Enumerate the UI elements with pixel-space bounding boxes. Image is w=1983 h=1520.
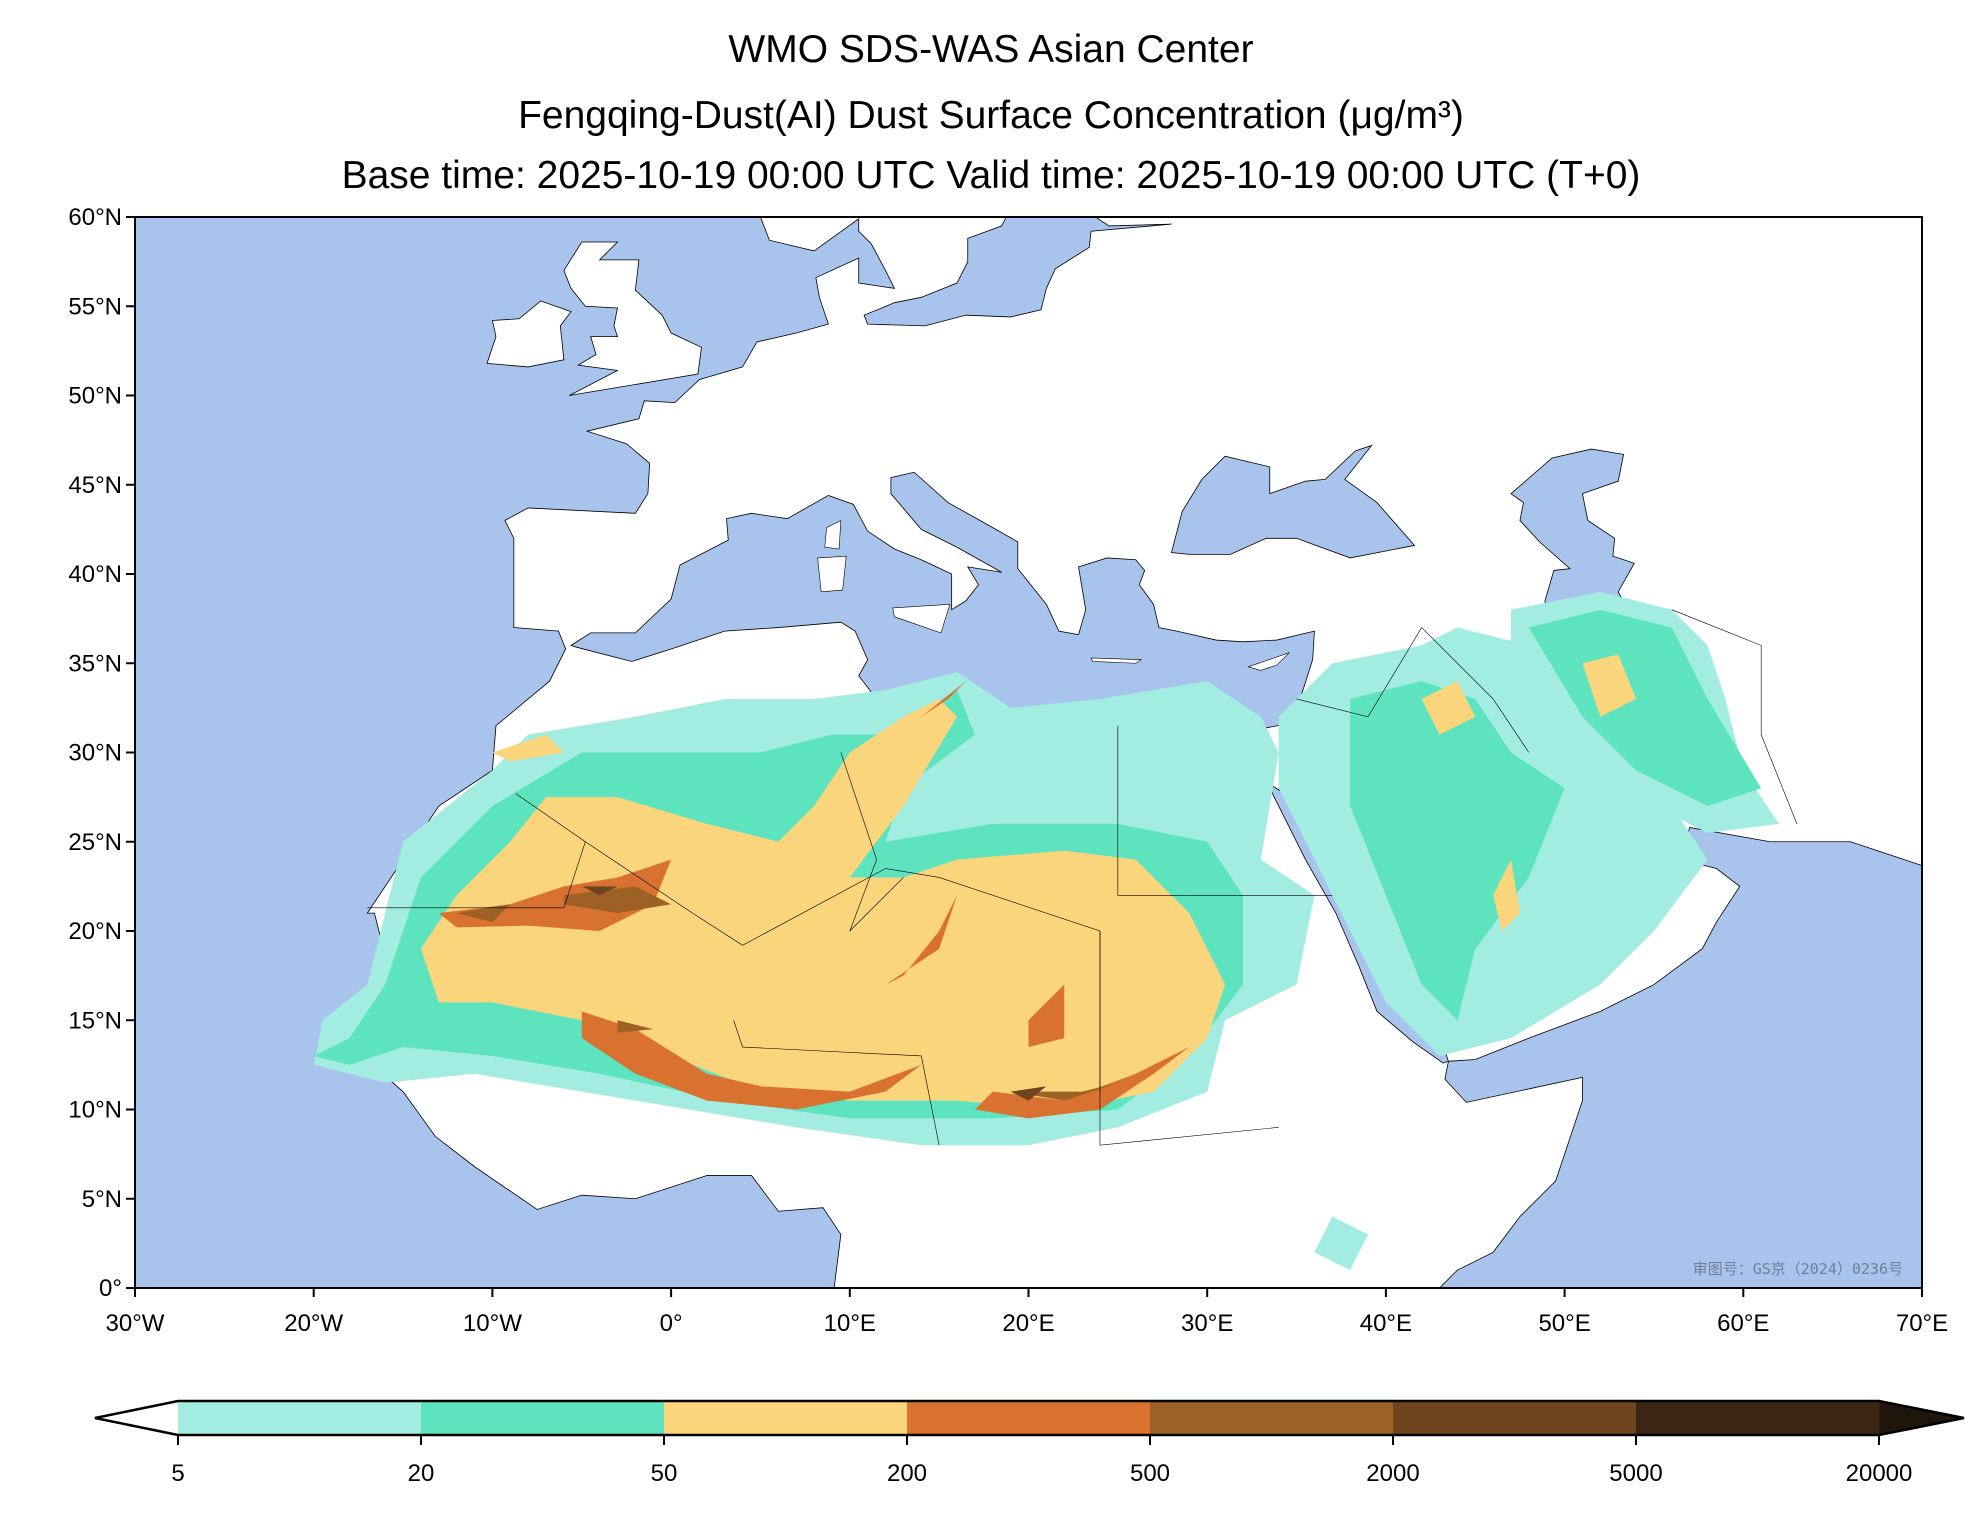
lat-tick-label: 60°N — [68, 204, 122, 231]
colorbar-segment — [1393, 1401, 1637, 1435]
lat-tick-label: 45°N — [68, 472, 122, 499]
map-approval-watermark: 审图号：GS京（2024）0236号 — [1693, 1260, 1903, 1278]
lat-tick-label: 15°N — [68, 1007, 122, 1034]
cyprus — [1248, 653, 1289, 671]
map-area[interactable]: 审图号：GS京（2024）0236号 — [135, 208, 1958, 1306]
colorbar: 5 20 50 200 500 2000 5000 20000 — [94, 1399, 1965, 1487]
colorbar-tick-label: 5000 — [1609, 1460, 1662, 1487]
colorbar-tick-label: 20000 — [1846, 1460, 1913, 1487]
lat-tick-label: 50°N — [68, 383, 122, 410]
country-borders — [367, 610, 1797, 1145]
islands — [818, 520, 1290, 670]
lon-tick-label: 70°E — [1896, 1310, 1948, 1337]
colorbar-under-extension — [95, 1401, 178, 1435]
sicily — [893, 604, 950, 633]
colorbar-tick-label: 200 — [887, 1460, 927, 1487]
colorbar-tick-label: 20 — [408, 1460, 435, 1487]
crete — [1091, 658, 1141, 663]
lon-tick-label: 40°E — [1360, 1310, 1412, 1337]
lat-tick-label: 30°N — [68, 740, 122, 767]
caspian-sea — [1511, 449, 1634, 633]
colorbar-tick-label: 500 — [1130, 1460, 1170, 1487]
lat-tick-label: 40°N — [68, 561, 122, 588]
colorbar-segment — [178, 1401, 422, 1435]
dust-contours — [313, 591, 1780, 1271]
lon-tick-label: 0° — [660, 1310, 683, 1337]
black-sea — [1171, 445, 1414, 557]
colorbar-tick-label: 50 — [651, 1460, 678, 1487]
colorbar-segment — [421, 1401, 665, 1435]
axis-ticks: 30°W 20°W 10°W 0° 10°E 20°E 30°E 40°E 50°E 60°E 70… — [68, 204, 1948, 1337]
lon-tick-label: 20°W — [284, 1310, 343, 1337]
lon-tick-label: 50°E — [1538, 1310, 1590, 1337]
lon-tick-label: 20°E — [1002, 1310, 1054, 1337]
lat-tick-label: 5°N — [82, 1186, 122, 1213]
title-line-1: WMO SDS-WAS Asian Center — [728, 28, 1253, 71]
dust-level-2000-5000 — [581, 886, 1047, 1101]
dust-level-50-200 — [420, 654, 1637, 1110]
lon-tick-label: 30°E — [1181, 1310, 1233, 1337]
lat-tick-label: 20°N — [68, 918, 122, 945]
lon-tick-label: 60°E — [1717, 1310, 1769, 1337]
title-line-3: Base time: 2025-10-19 00:00 UTC Valid ti… — [342, 154, 1641, 197]
title-line-2: Fengqing-Dust(AI) Dust Surface Concentra… — [518, 94, 1464, 137]
lat-tick-label: 10°N — [68, 1097, 122, 1124]
sardinia — [818, 556, 847, 592]
colorbar-over-extension — [1879, 1401, 1964, 1435]
lon-tick-label: 10°E — [824, 1310, 876, 1337]
lat-tick-label: 0° — [99, 1275, 122, 1302]
lat-tick-label: 25°N — [68, 829, 122, 856]
colorbar-segment — [1636, 1401, 1880, 1435]
colorbar-segment — [664, 1401, 908, 1435]
lon-tick-label: 30°W — [106, 1310, 165, 1337]
ireland — [487, 301, 571, 367]
lon-tick-label: 10°W — [463, 1310, 522, 1337]
lat-tick-label: 55°N — [68, 293, 122, 320]
lat-tick-label: 35°N — [68, 650, 122, 677]
colorbar-tick-label: 5 — [171, 1460, 184, 1487]
colorbar-segment — [1150, 1401, 1394, 1435]
dust-level-500-2000 — [456, 886, 1118, 1101]
colorbar-tick-label: 2000 — [1366, 1460, 1419, 1487]
colorbar-segment — [907, 1401, 1151, 1435]
great-britain — [564, 242, 702, 396]
baltic-sea — [864, 217, 1171, 326]
corsica — [825, 520, 841, 549]
